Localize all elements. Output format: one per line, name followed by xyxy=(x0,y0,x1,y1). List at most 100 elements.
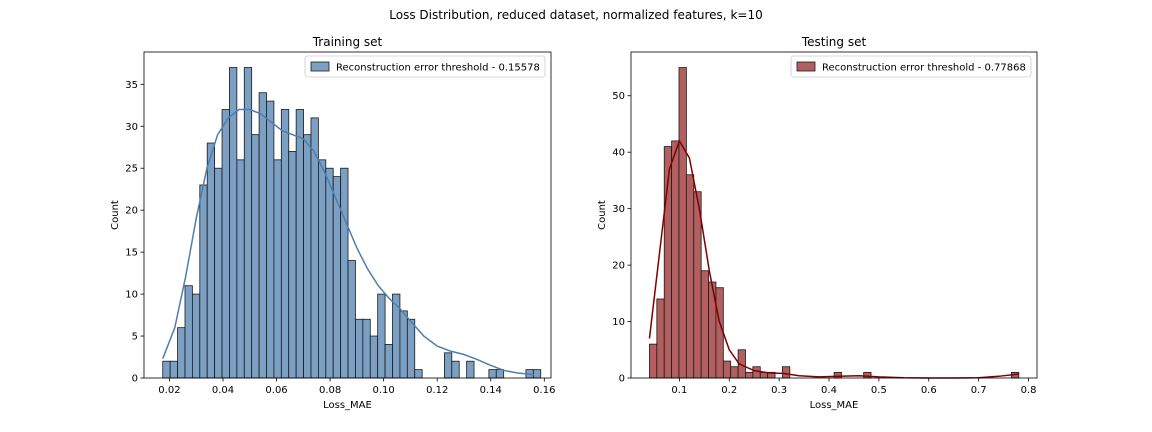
testing-histogram-bar xyxy=(752,366,761,379)
training-x-tick-label: 0.10 xyxy=(373,385,395,396)
training-histogram-bar xyxy=(273,159,282,379)
training-histogram-bar xyxy=(162,360,171,379)
training-histogram-bar xyxy=(488,369,497,379)
testing-histogram-bar xyxy=(685,174,695,379)
training-x-tick-label: 0.06 xyxy=(265,385,287,396)
testing-x-tick-label: 0.3 xyxy=(771,385,787,396)
training-x-tick-label: 0.04 xyxy=(212,385,234,396)
testing-title: Testing set xyxy=(801,35,867,49)
training-histogram-bar xyxy=(177,327,186,379)
training-histogram-bar xyxy=(495,369,505,379)
testing-x-tick-label: 0.5 xyxy=(871,385,887,396)
training-histogram-bar xyxy=(399,310,408,379)
testing-histogram-bar xyxy=(671,140,680,379)
training-x-tick-label: 0.02 xyxy=(158,385,180,396)
training-histogram-bar xyxy=(362,318,371,379)
testing-x-tick-label: 0.4 xyxy=(821,385,837,396)
testing-histogram-bar xyxy=(700,270,709,379)
testing-histogram-bar xyxy=(730,366,739,379)
training-histogram-bar xyxy=(266,100,275,379)
training-y-tick-label: 20 xyxy=(125,206,138,217)
testing-histogram-bar xyxy=(678,67,687,379)
testing-histogram-bar xyxy=(722,360,732,379)
training-histogram-bar xyxy=(191,293,201,379)
testing-axes-frame xyxy=(630,51,1038,379)
training-y-axis-label: Count xyxy=(110,200,121,230)
training-legend-swatch xyxy=(310,61,330,72)
testing-y-axis-label: Count xyxy=(597,200,608,230)
training-histogram-bar xyxy=(377,293,386,379)
testing-x-tick-label: 0.2 xyxy=(721,385,737,396)
training-y-tick-label: 30 xyxy=(125,122,138,133)
training-histogram-bar xyxy=(295,109,304,379)
training-legend-box xyxy=(304,55,546,78)
figure-suptitle: Loss Distribution, reduced dataset, norm… xyxy=(389,8,762,22)
testing-histogram-bar xyxy=(782,366,791,379)
testing-y-tick-label: 20 xyxy=(612,261,625,272)
training-histogram-bar xyxy=(280,109,290,379)
training-kde-line xyxy=(162,108,534,376)
training-x-tick-label: 0.14 xyxy=(480,385,502,396)
training-histogram-bar xyxy=(303,134,312,379)
training-histogram-bar xyxy=(384,344,393,379)
training-histogram-bar xyxy=(325,167,334,379)
training-y-tick-label: 35 xyxy=(125,80,138,91)
training-histogram-bar xyxy=(355,318,364,379)
training-histogram-bar xyxy=(532,369,542,379)
testing-set-axes: 0.1 0.2 0.3 0.4 0.5 0.6 0.7 0.8 0 10 20 30 40 50 Testi… xyxy=(597,35,1038,411)
training-histogram-bar xyxy=(214,167,223,379)
training-histogram-bar xyxy=(369,335,379,379)
training-title: Training set xyxy=(312,35,383,49)
testing-x-tick-label: 0.6 xyxy=(921,385,937,396)
training-histogram-bar xyxy=(443,352,453,379)
training-histogram-bar xyxy=(406,318,416,379)
training-y-tick-label: 10 xyxy=(125,290,138,301)
training-histogram-bar xyxy=(414,369,423,379)
training-legend-label: Reconstruction error threshold - 0.15578 xyxy=(336,63,540,74)
training-histogram-bar xyxy=(347,260,356,379)
training-set-axes: 0.02 0.04 0.06 0.08 0.10 0.12 0.14 0.16 0 5 10 15 20… xyxy=(110,35,555,411)
testing-legend-label: Reconstruction error threshold - 0.77868 xyxy=(822,63,1026,74)
training-y-tick-label: 25 xyxy=(125,164,138,175)
training-histogram-bar xyxy=(243,67,253,379)
testing-x-tick-label: 0.1 xyxy=(671,385,687,396)
testing-histogram-bar xyxy=(649,343,658,379)
training-y-tick-label: 0 xyxy=(132,374,138,385)
training-histogram-bar xyxy=(236,159,245,379)
testing-legend-swatch xyxy=(796,61,816,72)
training-histogram-bar xyxy=(221,109,230,379)
training-histogram-bar xyxy=(184,285,193,379)
testing-histogram-bar xyxy=(863,371,872,379)
training-y-tick-label: 15 xyxy=(125,248,138,259)
testing-histogram-bar xyxy=(656,298,665,379)
training-histogram-bar xyxy=(258,92,267,379)
testing-y-tick-label: 30 xyxy=(612,204,625,215)
testing-y-tick-label: 50 xyxy=(612,91,625,102)
training-histogram-bar xyxy=(288,151,297,379)
training-histogram-bar xyxy=(206,142,216,379)
training-y-tick-label: 5 xyxy=(132,332,138,343)
testing-y-tick-label: 40 xyxy=(612,148,625,159)
testing-legend-box xyxy=(790,55,1032,78)
training-x-tick-label: 0.12 xyxy=(426,385,448,396)
testing-y-tick-label: 10 xyxy=(612,317,625,328)
training-histogram-bar xyxy=(251,134,260,379)
training-histogram-bar xyxy=(317,159,327,379)
testing-y-tick-label: 0 xyxy=(619,374,625,385)
training-histogram-bar xyxy=(199,184,208,379)
testing-x-tick-label: 0.8 xyxy=(1021,385,1037,396)
training-x-tick-label: 0.16 xyxy=(533,385,555,396)
training-histogram-bar xyxy=(340,167,349,379)
training-histogram-bar xyxy=(451,360,460,379)
training-x-axis-label: Loss_MAE xyxy=(323,400,372,411)
testing-x-tick-label: 0.7 xyxy=(971,385,987,396)
testing-histogram-bar xyxy=(693,191,702,379)
training-histogram-bar xyxy=(466,360,475,379)
training-x-tick-label: 0.08 xyxy=(319,385,341,396)
training-axes-frame xyxy=(143,51,552,379)
training-histogram-bar xyxy=(169,360,178,379)
testing-x-axis-label: Loss_MAE xyxy=(810,400,859,411)
testing-histogram-bar xyxy=(745,371,754,379)
testing-histogram-bar xyxy=(715,287,724,379)
